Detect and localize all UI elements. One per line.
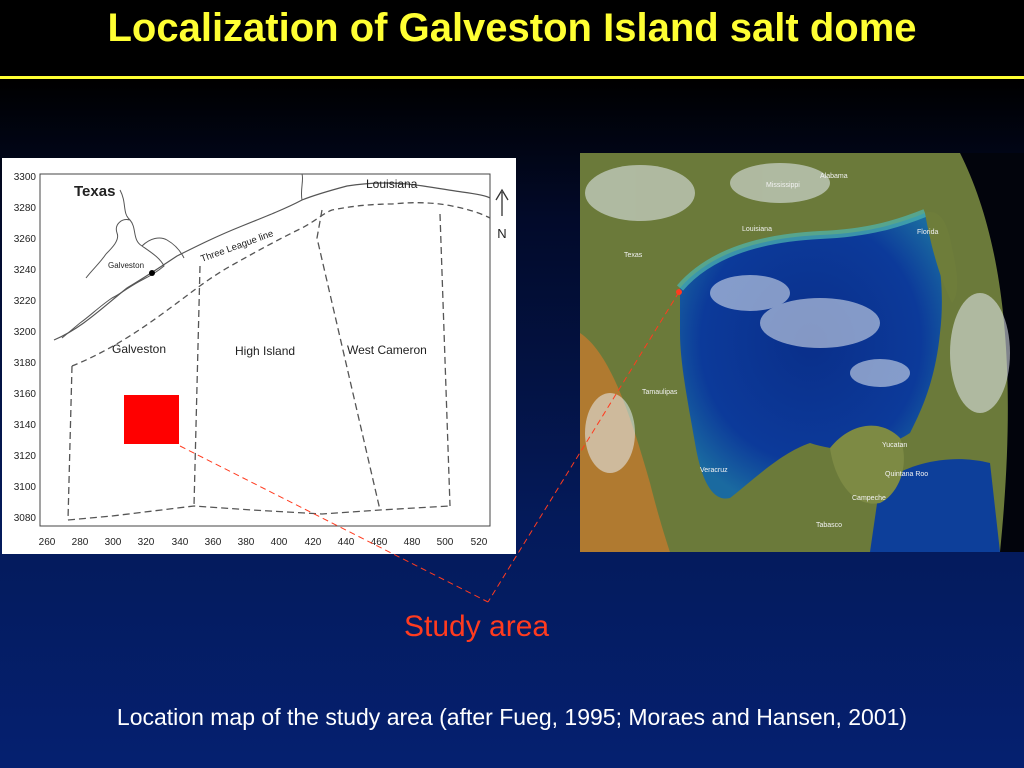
- north-arrow-icon: [495, 188, 509, 216]
- label-campeche: Campeche: [852, 495, 886, 502]
- label-louisiana-sat: Louisiana: [742, 226, 772, 233]
- three-league-line: [71, 202, 491, 367]
- study-area-box: [124, 395, 179, 444]
- block-boundaries: [67, 209, 451, 521]
- label-galveston-city: Galveston: [108, 261, 144, 270]
- label-three-league-line: Three League line: [199, 228, 275, 265]
- label-yucatan: Yucatan: [882, 442, 907, 449]
- label-texas-sat: Texas: [624, 252, 643, 259]
- label-texas: Texas: [74, 183, 115, 200]
- study-area-label: Study area: [404, 610, 550, 643]
- y-tick: 3240: [14, 265, 37, 276]
- label-north: N: [497, 226, 506, 241]
- florida-land: [925, 212, 958, 303]
- y-tick: 3200: [14, 327, 37, 338]
- label-florida: Florida: [917, 229, 939, 236]
- coastline: [53, 182, 491, 341]
- y-tick: 3220: [14, 296, 37, 307]
- y-tick: 3160: [14, 389, 37, 400]
- page-title: Localization of Galveston Island salt do…: [107, 6, 917, 50]
- block-location-map: 3300 3280 3260 3240 3220 3200 3180 3160 …: [2, 158, 516, 554]
- label-veracruz: Veracruz: [700, 467, 728, 474]
- label-quintana-roo: Quintana Roo: [885, 471, 928, 478]
- x-tick: 340: [172, 537, 189, 548]
- x-tick: 440: [338, 537, 355, 548]
- y-tick: 3140: [14, 420, 37, 431]
- label-mississippi: Mississippi: [766, 182, 800, 189]
- y-axis: 3300 3280 3260 3240 3220 3200 3180 3160 …: [14, 172, 37, 524]
- y-tick: 3180: [14, 358, 37, 369]
- label-tamaulipas: Tamaulipas: [642, 389, 678, 396]
- satellite-svg: Mississippi Alabama Louisiana Florida Te…: [580, 153, 1024, 552]
- y-tick: 3120: [14, 451, 37, 462]
- x-tick: 480: [404, 537, 421, 548]
- y-tick: 3280: [14, 203, 37, 214]
- x-tick: 500: [437, 537, 454, 548]
- label-galveston-area: Galveston: [112, 342, 166, 356]
- label-alabama: Alabama: [820, 173, 848, 180]
- x-tick: 280: [72, 537, 89, 548]
- space-edge: [960, 153, 1024, 552]
- y-tick: 3080: [14, 513, 37, 524]
- x-tick: 360: [205, 537, 222, 548]
- study-area-marker: [676, 289, 682, 295]
- x-tick: 320: [138, 537, 155, 548]
- y-tick: 3300: [14, 172, 37, 183]
- x-tick: 380: [238, 537, 255, 548]
- figure-caption: Location map of the study area (after Fu…: [116, 704, 908, 730]
- x-tick: 420: [305, 537, 322, 548]
- x-tick: 520: [471, 537, 488, 548]
- satellite-image-gulf-of-mexico: Mississippi Alabama Louisiana Florida Te…: [580, 153, 1024, 552]
- x-tick: 400: [271, 537, 288, 548]
- caribbean-water: [870, 459, 1000, 552]
- x-tick: 300: [105, 537, 122, 548]
- header-bar: [0, 0, 1024, 79]
- state-boundary: [300, 173, 304, 201]
- x-tick: 260: [39, 537, 56, 548]
- label-tabasco: Tabasco: [816, 522, 842, 529]
- block-map-svg: 3300 3280 3260 3240 3220 3200 3180 3160 …: [14, 172, 509, 548]
- y-tick: 3260: [14, 234, 37, 245]
- cloud-cover: [585, 163, 1010, 473]
- galveston-city-marker: [149, 270, 155, 276]
- x-tick: 460: [371, 537, 388, 548]
- x-axis: 260 280 300 320 340 360 380 400 420 440 …: [39, 537, 488, 548]
- label-high-island: High Island: [235, 344, 295, 358]
- yucatan-land: [830, 425, 904, 504]
- label-louisiana: Louisiana: [366, 177, 418, 191]
- y-tick: 3100: [14, 482, 37, 493]
- label-west-cameron: West Cameron: [347, 343, 427, 357]
- coastal-shelf: [676, 209, 927, 291]
